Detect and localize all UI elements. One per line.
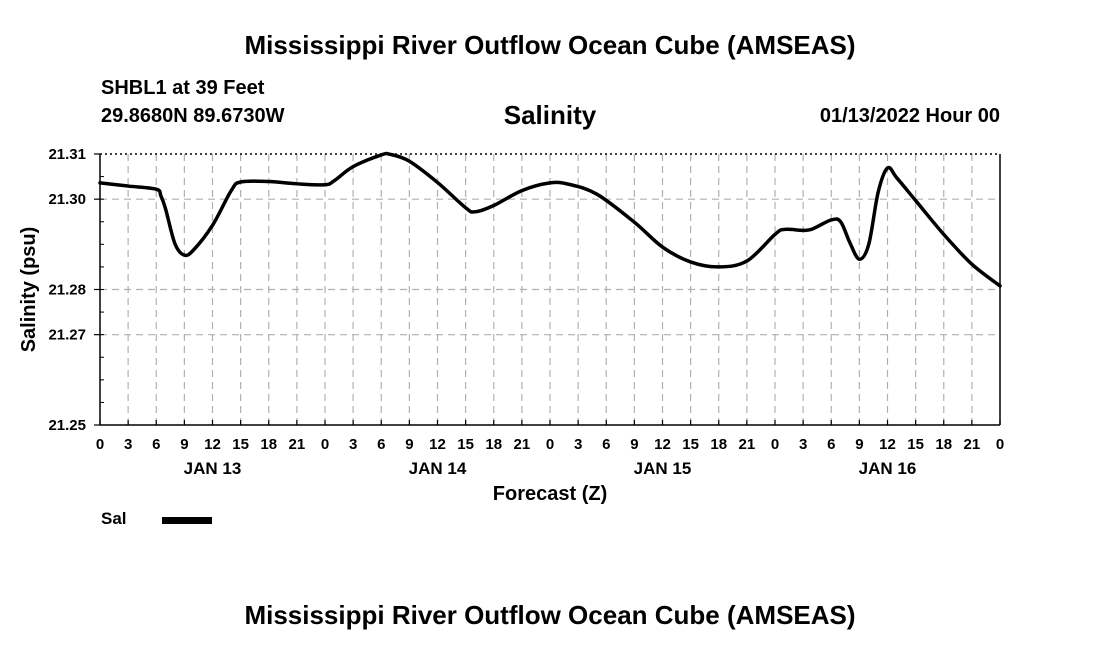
x-tick-label: 18 xyxy=(710,436,727,453)
x-tick-label: 9 xyxy=(405,436,413,453)
x-day-label: JAN 14 xyxy=(409,459,467,478)
x-tick-label: 0 xyxy=(321,436,329,453)
x-tick-label: 6 xyxy=(377,436,385,453)
x-tick-label: 0 xyxy=(996,436,1004,453)
x-tick-label: 18 xyxy=(485,436,502,453)
y-tick-label: 21.28 xyxy=(48,282,86,299)
x-day-label: JAN 16 xyxy=(859,459,917,478)
grid-layer xyxy=(100,154,1000,425)
x-tick-label: 12 xyxy=(429,436,446,453)
forecast-date: 01/13/2022 Hour 00 xyxy=(819,105,1000,127)
x-day-label: JAN 15 xyxy=(634,459,692,478)
station-label: SHBL1 at 39 Feet xyxy=(101,77,265,99)
x-tick-label: 9 xyxy=(630,436,638,453)
x-tick-label: 21 xyxy=(964,436,981,453)
axes-layer xyxy=(94,153,1001,426)
x-tick-label: 21 xyxy=(289,436,306,453)
y-axis-title: Salinity (psu) xyxy=(18,227,40,353)
x-axis-title: Forecast (Z) xyxy=(493,483,607,505)
x-tick-label: 0 xyxy=(771,436,779,453)
x-tick-label: 6 xyxy=(827,436,835,453)
y-tick-label: 21.27 xyxy=(48,327,86,344)
x-tick-label: 18 xyxy=(260,436,277,453)
labels-layer: 0 3 6 9 12 15 18 21 0 3 6 9 12 15 18 21 0 3 6 9 12 15 18 21 0 3 6 9… xyxy=(18,146,1004,505)
x-tick-label: 6 xyxy=(152,436,160,453)
x-tick-label: 3 xyxy=(574,436,582,453)
series-line-sal xyxy=(98,151,1002,288)
legend-label: Sal xyxy=(101,509,127,528)
y-tick-label: 21.31 xyxy=(48,146,86,163)
x-tick-label: 15 xyxy=(232,436,249,453)
x-tick-label: 0 xyxy=(546,436,554,453)
x-tick-label: 3 xyxy=(349,436,357,453)
chart-title: Salinity xyxy=(503,100,597,130)
footer-title: Mississippi River Outflow Ocean Cube (AM… xyxy=(244,600,856,630)
x-tick-label: 9 xyxy=(855,436,863,453)
legend-swatch xyxy=(162,517,212,524)
x-tick-label: 12 xyxy=(654,436,671,453)
x-tick-label: 9 xyxy=(180,436,188,453)
x-tick-label: 3 xyxy=(799,436,807,453)
x-tick-label: 12 xyxy=(204,436,221,453)
station-coordinates: 29.8680N 89.6730W xyxy=(101,105,285,127)
x-day-label: JAN 13 xyxy=(184,459,242,478)
x-tick-label: 15 xyxy=(457,436,474,453)
y-tick-label: 21.30 xyxy=(48,191,86,208)
main-title: Mississippi River Outflow Ocean Cube (AM… xyxy=(244,30,856,60)
x-tick-label: 15 xyxy=(682,436,699,453)
x-tick-label: 6 xyxy=(602,436,610,453)
x-tick-label: 18 xyxy=(935,436,952,453)
x-tick-label: 3 xyxy=(124,436,132,453)
x-tick-label: 12 xyxy=(879,436,896,453)
x-tick-label: 21 xyxy=(514,436,531,453)
x-tick-label: 15 xyxy=(907,436,924,453)
y-tick-label: 21.25 xyxy=(48,417,86,434)
x-tick-label: 0 xyxy=(96,436,104,453)
series-layer xyxy=(98,151,1002,288)
x-tick-label: 21 xyxy=(739,436,756,453)
